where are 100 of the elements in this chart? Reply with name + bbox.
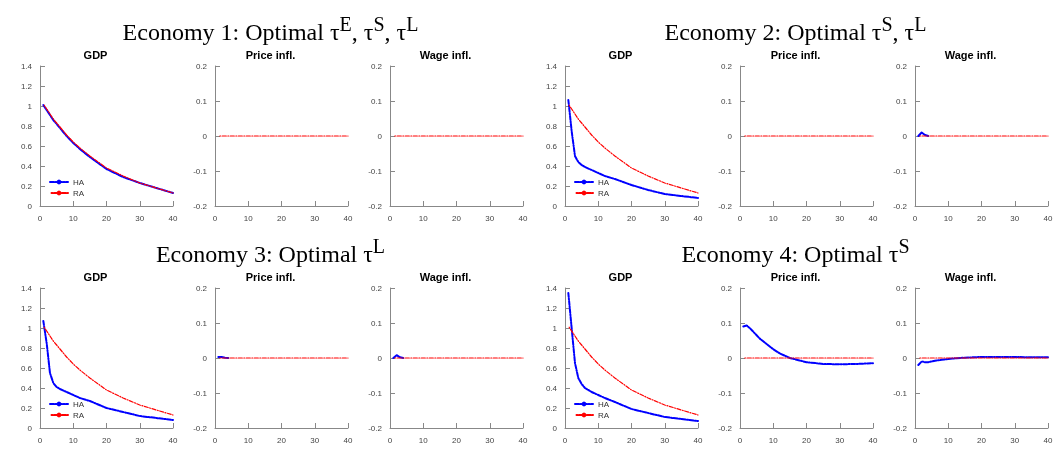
x-tick-label: 20 [277,213,287,223]
y-tick-label: 0 [202,131,208,141]
x-tick-label: 30 [485,435,495,445]
y-tick-label: 0.4 [545,383,558,393]
y-tick-label: 0.1 [370,318,383,328]
y-tick-label: 0.2 [20,181,33,191]
x-tick-label: 10 [593,435,604,445]
y-tick-label: 0.8 [545,121,558,131]
x-tick-label: 10 [593,213,604,223]
x-tick-label: 30 [135,213,145,223]
legend-label: HA [598,399,610,409]
x-tick-label: 40 [343,213,353,223]
y-tick-label: 1.2 [20,303,33,313]
x-tick-label: 20 [627,213,637,223]
x-tick-label: 30 [835,435,845,445]
legend-label: HA [73,399,85,409]
chart-title: Price infl. [770,270,821,283]
x-tick-label: 0 [562,435,568,445]
x-tick-label: 20 [802,213,812,223]
x-tick-label: 0 [37,213,43,223]
x-tick-label: 0 [212,435,218,445]
y-tick-label: 0.2 [895,61,908,71]
chart-title: GDP [83,270,108,283]
text: Economy 1: Optimal τ$^{E}$, τ$^{S}$, τ$^{L}$ [121,12,420,47]
y-tick-label: 0.1 [720,318,733,328]
y-tick-label: 1.4 [20,61,33,71]
line-series [567,292,699,422]
y-tick-label: 1.2 [545,81,558,91]
x-tick-label: 20 [452,435,462,445]
y-tick-label: 0.8 [20,121,33,131]
y-tick-label: 0 [377,131,383,141]
y-tick-label: 0.6 [20,363,33,373]
legend-label: RA [73,410,85,420]
legend-label: RA [598,188,610,198]
x-tick-label: 30 [310,213,320,223]
x-tick-label: 40 [518,213,528,223]
y-tick-label: -0.1 [368,166,383,176]
y-tick-label: -0.2 [718,423,733,433]
y-tick-label: -0.1 [718,166,733,176]
x-tick-label: 40 [1043,213,1053,223]
y-tick-label: 0.8 [20,343,33,353]
y-tick-label: 0 [727,131,733,141]
x-tick-label: 0 [37,435,43,445]
y-tick-label: -0.2 [368,423,383,433]
x-tick-label: 10 [418,435,429,445]
x-tick-label: 10 [943,213,954,223]
y-tick-label: -0.1 [368,388,383,398]
x-tick-label: 20 [977,213,987,223]
y-tick-label: 0.2 [195,61,208,71]
y-tick-label: 1 [27,101,33,111]
y-tick-label: 0.4 [20,161,33,171]
x-tick-label: 10 [418,213,429,223]
x-tick-label: 10 [68,435,79,445]
y-tick-label: -0.1 [893,388,908,398]
y-tick-label: 1.2 [20,81,33,91]
x-tick-label: 0 [737,213,743,223]
x-tick-label: 0 [737,435,743,445]
y-tick-label: -0.2 [193,201,208,211]
chart-title: GDP [83,48,108,61]
y-tick-label: -0.2 [193,423,208,433]
chart-title: Price infl. [245,48,296,61]
y-tick-label: 0 [27,201,33,211]
x-tick-label: 0 [212,213,218,223]
x-tick-label: 10 [243,213,254,223]
y-tick-label: 1 [552,323,558,333]
x-tick-label: 30 [310,435,320,445]
x-tick-label: 10 [943,435,954,445]
x-tick-label: 40 [868,435,878,445]
x-tick-label: 20 [977,435,987,445]
x-tick-label: 40 [693,213,703,223]
y-tick-label: 0.1 [195,318,208,328]
x-tick-label: 30 [660,213,670,223]
y-tick-label: 1.4 [545,283,558,293]
x-tick-label: 10 [68,213,79,223]
y-tick-label: -0.1 [893,166,908,176]
y-tick-label: 0.2 [370,61,383,71]
legend-label: RA [598,410,610,420]
y-tick-label: -0.2 [893,423,908,433]
text: Economy 4: Optimal τ$^{S}$ [680,234,911,269]
y-tick-label: 0.1 [895,96,908,106]
y-tick-label: 0.2 [370,283,383,293]
x-tick-label: 30 [1010,435,1020,445]
x-tick-label: 40 [693,435,703,445]
x-tick-label: 0 [912,213,918,223]
x-tick-label: 0 [387,435,393,445]
y-tick-label: 0 [27,423,33,433]
x-tick-label: 40 [343,435,353,445]
legend-label: HA [73,177,85,187]
y-tick-label: 0 [727,353,733,363]
chart-title: Price infl. [245,270,296,283]
y-tick-label: 0.1 [195,96,208,106]
y-tick-label: 1 [27,323,33,333]
text: Economy 2: Optimal τ$^{S}$, τ$^{L}$ [663,12,928,47]
chart-title: Wage infl. [419,48,472,61]
x-tick-label: 10 [243,435,254,445]
x-tick-label: 10 [768,213,779,223]
y-tick-label: 0 [202,353,208,363]
y-tick-label: 0.4 [545,161,558,171]
y-tick-label: 0 [377,353,383,363]
x-tick-label: 20 [802,435,812,445]
